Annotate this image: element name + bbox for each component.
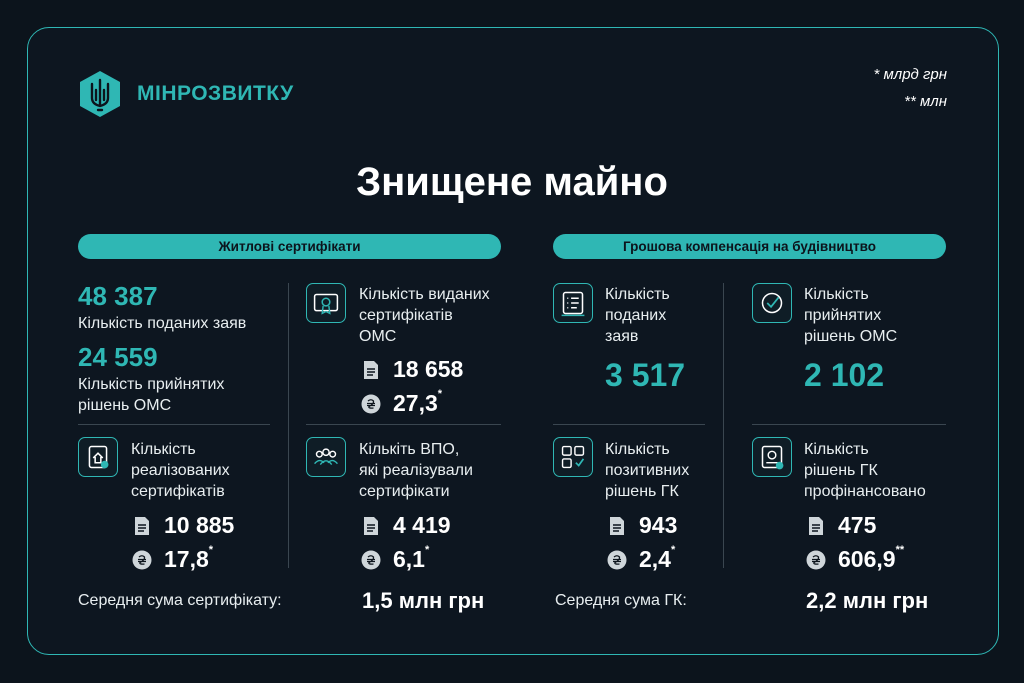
- applications-value: 48 387: [78, 281, 158, 311]
- realized-label-2: реалізованих: [131, 462, 230, 479]
- decisions-label-1: Кількість прийнятих: [78, 376, 225, 393]
- document-icon: [364, 516, 378, 535]
- realized-sum: 17,8*: [164, 544, 214, 572]
- decisions-value: 24 559: [78, 342, 158, 372]
- hryvnia-coin-icon: [806, 550, 826, 569]
- avg-certificate-label: Середня сума сертифікату:: [78, 592, 282, 609]
- issued-count: 18 658: [393, 356, 464, 382]
- hryvnia-coin-icon: [132, 550, 152, 569]
- submitted-label-2: поданих: [605, 307, 667, 324]
- financed-label-2: рішень ГК: [804, 462, 878, 479]
- check-circle-icon: [752, 283, 792, 323]
- note-million: ** млн: [904, 93, 947, 110]
- realized-count: 10 885: [164, 512, 235, 538]
- document-icon: [135, 516, 149, 535]
- logo-text: МІНРОЗВИТКУ: [137, 82, 294, 105]
- issued-sum: 27,3*: [393, 388, 443, 416]
- positive-label-2: позитивних: [605, 462, 690, 479]
- pill-construction-compensation: Грошова компенсація на будівництво: [553, 234, 946, 259]
- positive-sum-row: 2,4*: [607, 544, 676, 573]
- idp-count-row: 4 419: [363, 512, 451, 539]
- financed-sum-row: 606,9**: [806, 544, 905, 573]
- avg-compensation-value: 2,2 млн грн: [806, 588, 929, 613]
- idp-label-1: Кількіть ВПО,: [359, 441, 460, 458]
- accepted-value: 2 102: [804, 357, 885, 393]
- hryvnia-coin-icon: [361, 394, 381, 413]
- financed-count-row: 475: [808, 512, 876, 539]
- idp-sum: 6,1*: [393, 544, 430, 572]
- financed-label-3: профінансовано: [804, 483, 926, 500]
- submitted-label-1: Кількість: [605, 286, 670, 303]
- avg-certificate-value: 1,5 млн грн: [362, 588, 485, 613]
- idp-count: 4 419: [393, 512, 451, 538]
- hryvnia-coin-icon: [607, 550, 627, 569]
- positive-label-3: рішень ГК: [605, 483, 679, 500]
- applications-label: Кількість поданих заяв: [78, 315, 247, 332]
- submitted-label-3: заяв: [605, 328, 639, 345]
- pill-housing-certificates: Житлові сертифікати: [78, 234, 501, 259]
- application-list-icon: [553, 283, 593, 323]
- realized-label-3: сертифікатів: [131, 483, 225, 500]
- idp-label-2: які реалізували: [359, 462, 473, 479]
- realized-label-1: Кількість: [131, 441, 196, 458]
- people-group-icon: [306, 437, 346, 477]
- issued-sum-row: 27,3*: [361, 388, 443, 417]
- submitted-value: 3 517: [605, 357, 686, 393]
- positive-sum: 2,4*: [639, 544, 676, 572]
- funded-document-icon: [752, 437, 792, 477]
- decisions-label-2: рішень ОМС: [78, 397, 172, 414]
- accepted-label-2: прийнятих: [804, 307, 882, 324]
- avg-compensation-label: Середня сума ГК:: [555, 592, 687, 609]
- positive-label-1: Кількість: [605, 441, 670, 458]
- financed-sum: 606,9**: [838, 544, 905, 572]
- document-icon: [364, 360, 378, 379]
- document-icon: [610, 516, 624, 535]
- divider: [553, 424, 705, 425]
- idp-label-3: сертифікати: [359, 483, 450, 500]
- positive-count-row: 943: [609, 512, 677, 539]
- issued-label-2: сертифікатів: [359, 307, 453, 324]
- issued-label-3: ОМС: [359, 328, 397, 345]
- vertical-divider: [723, 283, 724, 568]
- financed-label-1: Кількість: [804, 441, 869, 458]
- hryvnia-coin-icon: [361, 550, 381, 569]
- document-icon: [809, 516, 823, 535]
- realized-sum-row: 17,8*: [132, 544, 214, 573]
- issued-label-1: Кількість виданих: [359, 286, 490, 303]
- idp-sum-row: 6,1*: [361, 544, 430, 573]
- certificate-icon: [306, 283, 346, 323]
- checklist-grid-icon: [553, 437, 593, 477]
- realized-count-row: 10 885: [134, 512, 234, 539]
- divider: [752, 424, 946, 425]
- divider: [306, 424, 501, 425]
- divider: [78, 424, 270, 425]
- positive-count: 943: [639, 512, 678, 538]
- trident-hexagon-icon: [80, 71, 120, 117]
- note-billion: * млрд грн: [873, 66, 947, 83]
- page-title: Знищене майно: [356, 160, 668, 204]
- accepted-label-3: рішень ОМС: [804, 328, 898, 345]
- vertical-divider: [288, 283, 289, 568]
- house-certificate-icon: [78, 437, 118, 477]
- infographic-card: [27, 27, 999, 655]
- issued-count-row: 18 658: [363, 356, 463, 383]
- financed-count: 475: [838, 512, 877, 538]
- accepted-label-1: Кількість: [804, 286, 869, 303]
